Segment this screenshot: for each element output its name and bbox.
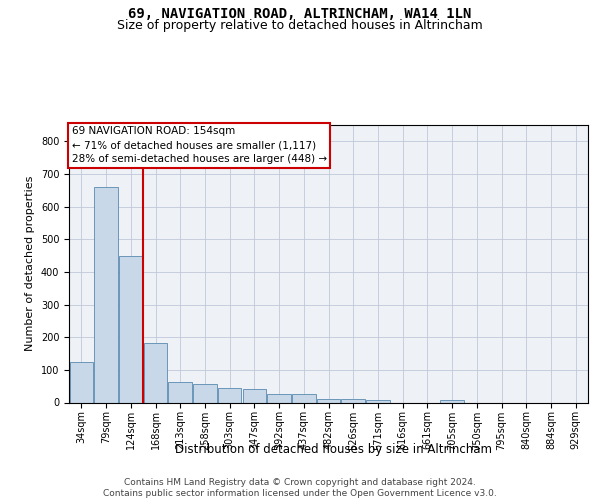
Bar (94, 187, 118, 402)
Bar (218, 388, 241, 402)
Y-axis label: Number of detached properties: Number of detached properties (25, 176, 35, 352)
Bar (169, 382, 192, 402)
Bar (193, 384, 217, 402)
Bar (144, 343, 167, 402)
Bar (268, 394, 291, 402)
Bar (70, 362, 93, 403)
Bar (341, 398, 365, 402)
Bar (317, 398, 340, 402)
Text: Distribution of detached houses by size in Altrincham: Distribution of detached houses by size … (175, 442, 491, 456)
Text: 69, NAVIGATION ROAD, ALTRINCHAM, WA14 1LN: 69, NAVIGATION ROAD, ALTRINCHAM, WA14 1L… (128, 8, 472, 22)
Bar (119, 256, 143, 402)
Bar (242, 389, 266, 402)
Text: 69 NAVIGATION ROAD: 154sqm
← 71% of detached houses are smaller (1,117)
28% of s: 69 NAVIGATION ROAD: 154sqm ← 71% of deta… (71, 126, 327, 164)
Bar (440, 400, 464, 402)
Text: Contains HM Land Registry data © Crown copyright and database right 2024.
Contai: Contains HM Land Registry data © Crown c… (103, 478, 497, 498)
Text: Size of property relative to detached houses in Altrincham: Size of property relative to detached ho… (117, 19, 483, 32)
Bar (366, 400, 389, 402)
Bar (292, 394, 316, 402)
